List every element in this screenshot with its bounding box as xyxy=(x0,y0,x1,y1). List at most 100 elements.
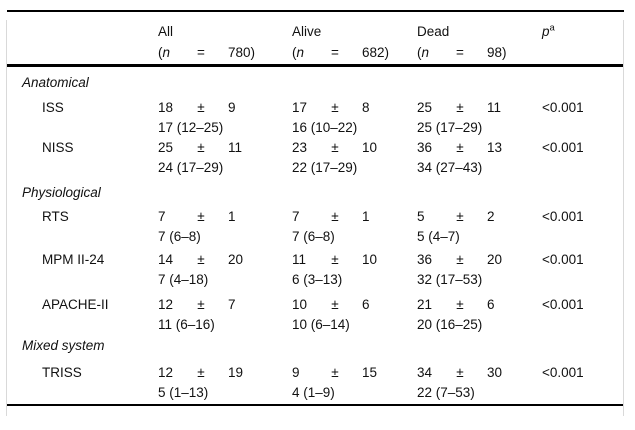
mean-sd-line: 18 ±9 xyxy=(158,98,292,118)
sd-value: 6 xyxy=(487,297,495,312)
plus-minus: ± xyxy=(331,252,339,267)
median-range: 16 (10–22) xyxy=(292,119,358,135)
plus-minus: ± xyxy=(197,365,205,380)
table-row-iss: ISS 18 ±9 17 (12–25) 17 ±8 16 (10–22) 25 ±1… xyxy=(0,98,635,137)
mean-sd-line: 34 ±30 xyxy=(417,363,542,383)
plus-minus: ± xyxy=(197,252,205,267)
mean-value: 12 xyxy=(158,297,174,312)
sd-value: 30 xyxy=(487,365,503,380)
col-header-dead: Dead (n = 98) xyxy=(417,21,542,63)
page-left-edge xyxy=(6,20,7,416)
median-range: 5 (1–13) xyxy=(158,384,209,400)
sd-value: 2 xyxy=(487,209,495,224)
cell-all: 18 ±9 17 (12–25) xyxy=(158,98,292,137)
col-header-all: All (n = 780) xyxy=(158,21,292,63)
open-paren: ( xyxy=(417,45,422,60)
col-header-alive: Alive (n = 682) xyxy=(292,21,417,63)
sd-value: 6 xyxy=(362,297,370,312)
row-label: APACHE-II xyxy=(42,297,109,312)
mean-sd-line: 21 ±6 xyxy=(417,295,542,315)
open-paren: ( xyxy=(158,45,163,60)
section-row-mixed-system: Mixed system xyxy=(0,338,635,354)
row-label: RTS xyxy=(42,209,69,224)
median-range: 25 (17–29) xyxy=(417,119,483,135)
mean-value: 10 xyxy=(292,297,308,312)
mean-sd-line: 10 ±6 xyxy=(292,295,417,315)
n-symbol: n xyxy=(421,45,430,60)
equals-sign: = xyxy=(331,45,339,60)
sd-value: 13 xyxy=(487,140,503,155)
page-right-edge xyxy=(623,20,624,416)
median-range: 10 (6–14) xyxy=(292,316,350,332)
cell-all: 12 ±19 5 (1–13) xyxy=(158,363,292,402)
mean-value: 11 xyxy=(292,252,307,267)
row-label: ISS xyxy=(42,100,64,115)
mean-sd-line: 7 ±1 xyxy=(158,207,292,227)
cell-alive: 10 ±6 10 (6–14) xyxy=(292,295,417,334)
plus-minus: ± xyxy=(456,140,464,155)
n-symbol: n xyxy=(296,45,305,60)
mean-value: 36 xyxy=(417,140,433,155)
n-symbol: n xyxy=(162,45,171,60)
plus-minus: ± xyxy=(197,209,205,224)
cell-alive: 23 ±10 22 (17–29) xyxy=(292,138,417,177)
cell-alive: 11 ±10 6 (3–13) xyxy=(292,250,417,289)
mean-sd-line: 36 ±13 xyxy=(417,138,542,158)
median-range: 7 (4–18) xyxy=(158,271,209,287)
mean-sd-line: 7 ±1 xyxy=(292,207,417,227)
cell-dead: 36 ±13 34 (27–43) xyxy=(417,138,542,177)
plus-minus: ± xyxy=(331,209,339,224)
plus-minus: ± xyxy=(456,209,464,224)
sd-value: 11 xyxy=(487,100,502,115)
mean-value: 34 xyxy=(417,365,433,380)
n-open: (n xyxy=(158,42,188,63)
col-name: Dead xyxy=(417,24,450,39)
plus-minus: ± xyxy=(331,365,339,380)
row-label: NISS xyxy=(42,140,74,155)
table-row-triss: TRISS 12 ±19 5 (1–13) 9 ±15 4 (1–9) 34 ±30 … xyxy=(0,363,635,402)
median-range: 17 (12–25) xyxy=(158,119,224,135)
equals-sign: = xyxy=(456,45,464,60)
mean-sd-line: 23 ±10 xyxy=(292,138,417,158)
cell-all: 25 ±11 24 (17–29) xyxy=(158,138,292,177)
table-top-rule xyxy=(7,10,624,12)
cell-all: 12 ±7 11 (6–16) xyxy=(158,295,292,334)
plus-minus: ± xyxy=(456,252,464,267)
mean-sd-line: 25 ±11 xyxy=(158,138,292,158)
cell-alive: 17 ±8 16 (10–22) xyxy=(292,98,417,137)
sd-value: 1 xyxy=(228,209,236,224)
plus-minus: ± xyxy=(197,100,205,115)
n-value: 682) xyxy=(362,45,390,60)
table-row-niss: NISS 25 ±11 24 (17–29) 23 ±10 22 (17–29) 3… xyxy=(0,138,635,177)
section-title: Anatomical xyxy=(22,75,89,90)
plus-minus: ± xyxy=(197,140,205,155)
mean-value: 7 xyxy=(292,209,300,224)
cell-dead: 25 ±11 25 (17–29) xyxy=(417,98,542,137)
plus-minus: ± xyxy=(456,365,464,380)
plus-minus: ± xyxy=(456,297,464,312)
plus-minus: ± xyxy=(331,297,339,312)
median-range: 6 (3–13) xyxy=(292,271,343,287)
mean-value: 9 xyxy=(292,365,300,380)
section-title: Mixed system xyxy=(22,338,105,353)
median-range: 11 (6–16) xyxy=(158,316,215,332)
mean-value: 5 xyxy=(417,209,425,224)
sd-value: 1 xyxy=(362,209,370,224)
median-range: 24 (17–29) xyxy=(158,159,224,175)
median-range: 7 (6–8) xyxy=(292,228,335,244)
mean-value: 36 xyxy=(417,252,433,267)
p-value: <0.001 xyxy=(542,252,584,267)
p-value: <0.001 xyxy=(542,100,584,115)
cell-all: 7 ±1 7 (6–8) xyxy=(158,207,292,246)
table-row-rts: RTS 7 ±1 7 (6–8) 7 ±1 7 (6–8) 5 ±2 5 (4–7) … xyxy=(0,207,635,246)
equals-sign: = xyxy=(197,45,205,60)
sd-value: 10 xyxy=(362,140,378,155)
p-symbol: p xyxy=(542,24,550,39)
sd-value: 11 xyxy=(228,140,243,155)
sd-value: 7 xyxy=(228,297,236,312)
plus-minus: ± xyxy=(331,100,339,115)
p-footnote-marker: a xyxy=(549,22,555,34)
p-value: <0.001 xyxy=(542,140,584,155)
median-range: 22 (7–53) xyxy=(417,384,475,400)
mean-sd-line: 11 ±10 xyxy=(292,250,417,270)
